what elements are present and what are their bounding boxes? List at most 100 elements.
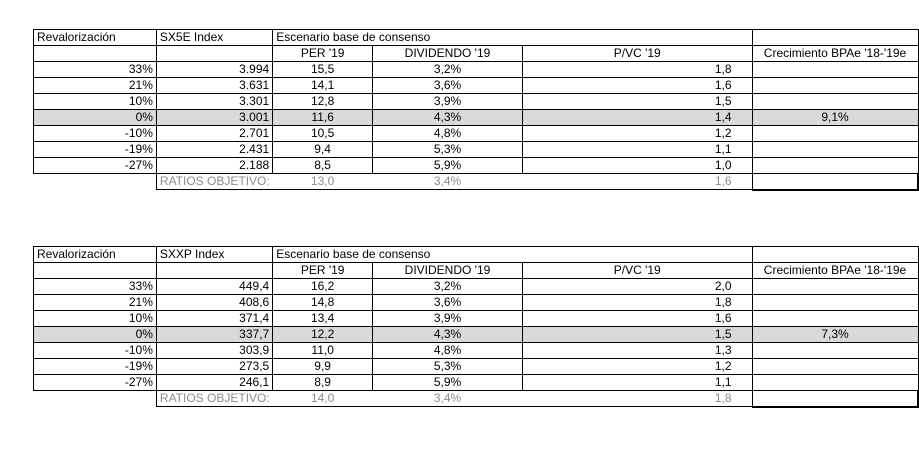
column-header-row: PER '19 DIVIDENDO '19 P/VC '19 Crecimiento …	[33, 45, 919, 62]
revalorizacion-cell: 33%	[33, 278, 157, 295]
per-cell: 11,0	[272, 342, 374, 359]
eps-growth-column-header: Crecimiento BPAe '18-'19e	[752, 45, 919, 62]
per-cell: 9,4	[272, 141, 374, 158]
index-level-cell: 303,9	[156, 342, 274, 359]
table-row: 33% 449,4 16,2 3,2% 2,0	[33, 278, 919, 295]
pvc-cell: 1,6	[522, 77, 753, 94]
per-cell: 11,6	[272, 109, 374, 126]
empty-cell	[33, 390, 157, 407]
index-level-cell: 3.994	[156, 61, 274, 78]
index-level-cell: 449,4	[156, 278, 274, 295]
table-row: -27% 2.188 8,5 5,9% 1,0	[33, 157, 919, 174]
revalorizacion-cell: -27%	[33, 374, 157, 391]
objective-dividend: 3,4%	[372, 390, 523, 407]
pvc-cell: 1,3	[522, 342, 753, 359]
revalorizacion-cell: -27%	[33, 157, 157, 174]
per-cell: 8,5	[272, 157, 374, 174]
revalorizacion-cell: 10%	[33, 310, 157, 327]
table-row: 21% 408,6 14,8 3,6% 1,8	[33, 294, 919, 311]
table-body: Revalorización SX5E Index Escenario base d…	[33, 29, 919, 191]
eps-growth-cell	[752, 358, 919, 375]
eps-growth-cell	[752, 157, 919, 174]
dividend-column-header: DIVIDENDO '19	[372, 45, 523, 62]
revalorizacion-cell: 21%	[33, 294, 157, 311]
revalorizacion-cell: 10%	[33, 93, 157, 110]
index-level-cell: 273,5	[156, 358, 274, 375]
table-row: 21% 3.631 14,1 3,6% 1,6	[33, 77, 919, 94]
dividend-cell: 4,8%	[372, 125, 523, 142]
index-level-cell: 2.188	[156, 157, 274, 174]
dividend-column-header: DIVIDENDO '19	[372, 262, 523, 279]
revalorizacion-header: Revalorización	[33, 246, 157, 263]
pvc-cell: 1,6	[522, 310, 753, 327]
spacer-cell	[752, 29, 919, 46]
index-header: SX5E Index	[156, 29, 274, 46]
dividend-cell: 5,9%	[372, 157, 523, 174]
revalorizacion-cell: 0%	[33, 326, 157, 343]
objective-pvc: 1,8	[522, 390, 753, 407]
eps-growth-cell	[752, 93, 919, 110]
dividend-cell: 3,6%	[372, 77, 523, 94]
header-row: Revalorización SX5E Index Escenario base d…	[33, 29, 919, 46]
objective-label: RATIOS OBJETIVO:	[155, 173, 273, 190]
dividend-cell: 3,9%	[372, 310, 523, 327]
index-level-cell: 3.001	[156, 109, 274, 126]
valuation-table-sxxp: Revalorización SXXP Index Escenario base d…	[33, 246, 919, 408]
pvc-column-header: P/VC '19	[522, 262, 753, 279]
objective-spacer	[751, 390, 919, 408]
dividend-cell: 5,9%	[372, 374, 523, 391]
pvc-cell: 1,1	[522, 141, 753, 158]
empty-cell	[156, 45, 274, 62]
table-row: -19% 2.431 9,4 5,3% 1,1	[33, 141, 919, 158]
pvc-cell: 1,4	[522, 109, 753, 126]
dividend-cell: 3,9%	[372, 93, 523, 110]
eps-growth-cell	[752, 294, 919, 311]
dividend-cell: 3,6%	[372, 294, 523, 311]
column-header-row: PER '19 DIVIDENDO '19 P/VC '19 Crecimiento …	[33, 262, 919, 279]
pvc-cell: 1,0	[522, 157, 753, 174]
revalorizacion-header: Revalorización	[33, 29, 157, 46]
valuation-table-sx5e: Revalorización SX5E Index Escenario base d…	[33, 29, 919, 191]
eps-growth-cell	[752, 61, 919, 78]
empty-cell	[33, 173, 157, 190]
per-cell: 12,2	[272, 326, 374, 343]
index-level-cell: 337,7	[156, 326, 274, 343]
objective-dividend: 3,4%	[372, 173, 523, 190]
objective-row: RATIOS OBJETIVO: 14,0 3,4% 1,8	[33, 390, 919, 408]
dividend-cell: 4,3%	[372, 326, 523, 343]
eps-growth-cell: 9,1%	[752, 109, 919, 126]
revalorizacion-cell: -10%	[33, 125, 157, 142]
pvc-cell: 1,5	[522, 93, 753, 110]
table-row: 0% 337,7 12,2 4,3% 1,5 7,3%	[33, 326, 919, 343]
empty-cell	[33, 262, 157, 279]
index-header: SXXP Index	[156, 246, 274, 263]
pvc-cell: 1,2	[522, 358, 753, 375]
objective-per: 13,0	[272, 173, 373, 190]
per-cell: 8,9	[272, 374, 374, 391]
eps-growth-cell	[752, 310, 919, 327]
eps-growth-column-header: Crecimiento BPAe '18-'19e	[752, 262, 919, 279]
revalorizacion-cell: -19%	[33, 141, 157, 158]
empty-cell	[156, 262, 274, 279]
eps-growth-cell: 7,3%	[752, 326, 919, 343]
pvc-cell: 1,8	[522, 294, 753, 311]
objective-spacer	[751, 173, 919, 191]
empty-cell	[33, 45, 157, 62]
scenario-header: Escenario base de consenso	[272, 246, 753, 263]
index-level-cell: 2.701	[156, 125, 274, 142]
eps-growth-cell	[752, 374, 919, 391]
index-level-cell: 3.301	[156, 93, 274, 110]
pvc-cell: 1,2	[522, 125, 753, 142]
objective-row: RATIOS OBJETIVO: 13,0 3,4% 1,6	[33, 173, 919, 191]
per-cell: 12,8	[272, 93, 374, 110]
revalorizacion-cell: 0%	[33, 109, 157, 126]
scenario-header: Escenario base de consenso	[272, 29, 753, 46]
table-row: 0% 3.001 11,6 4,3% 1,4 9,1%	[33, 109, 919, 126]
dividend-cell: 5,3%	[372, 141, 523, 158]
dividend-cell: 3,2%	[372, 61, 523, 78]
table-row: -19% 273,5 9,9 5,3% 1,2	[33, 358, 919, 375]
eps-growth-cell	[752, 77, 919, 94]
eps-growth-cell	[752, 125, 919, 142]
table-row: -10% 2.701 10,5 4,8% 1,2	[33, 125, 919, 142]
per-cell: 10,5	[272, 125, 374, 142]
